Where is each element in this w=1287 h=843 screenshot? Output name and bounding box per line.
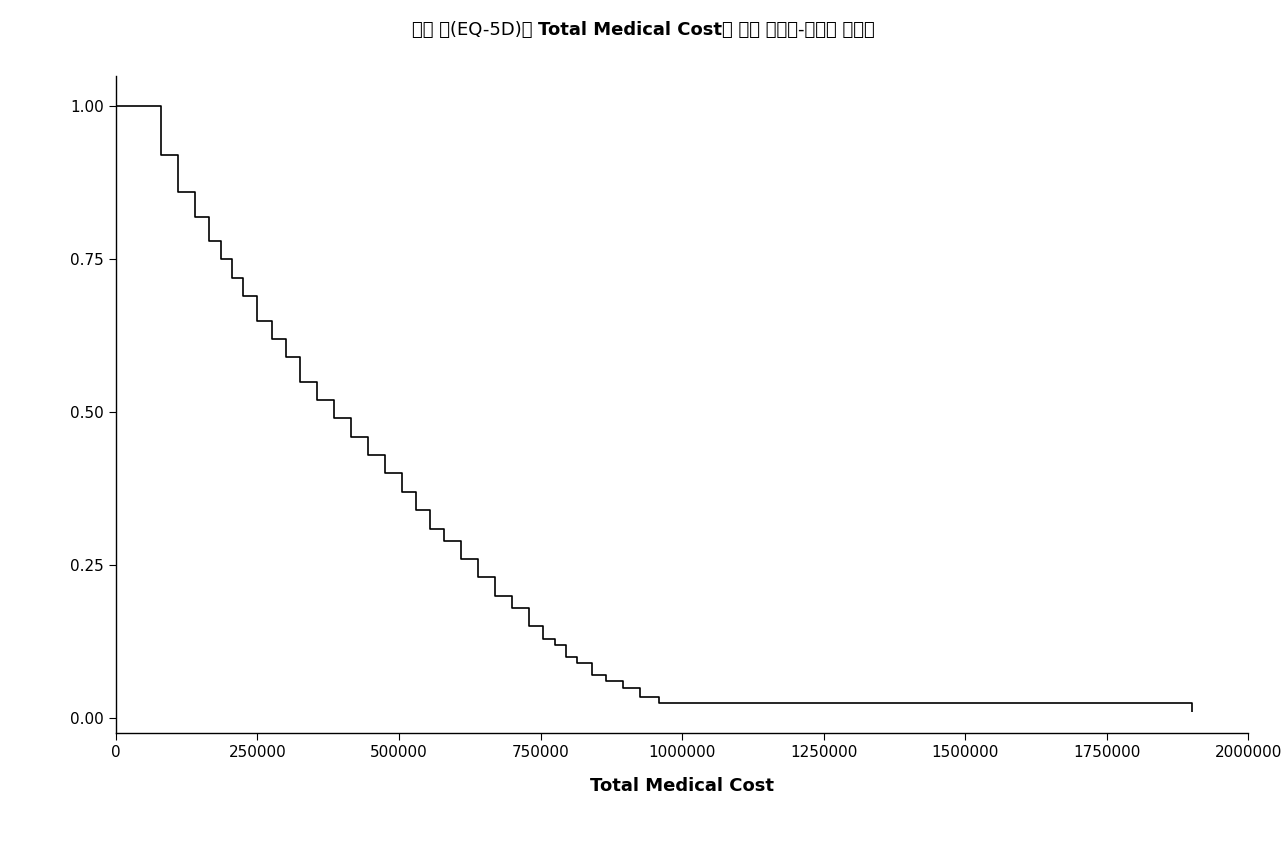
X-axis label: Total Medical Cost: Total Medical Cost (591, 777, 773, 795)
Text: Total Medical Cost: Total Medical Cost (538, 20, 722, 39)
Text: 에 대한 카플란-마이어 추정량: 에 대한 카플란-마이어 추정량 (722, 20, 875, 39)
Text: 삶의 질(EQ-5D)와: 삶의 질(EQ-5D)와 (412, 20, 538, 39)
